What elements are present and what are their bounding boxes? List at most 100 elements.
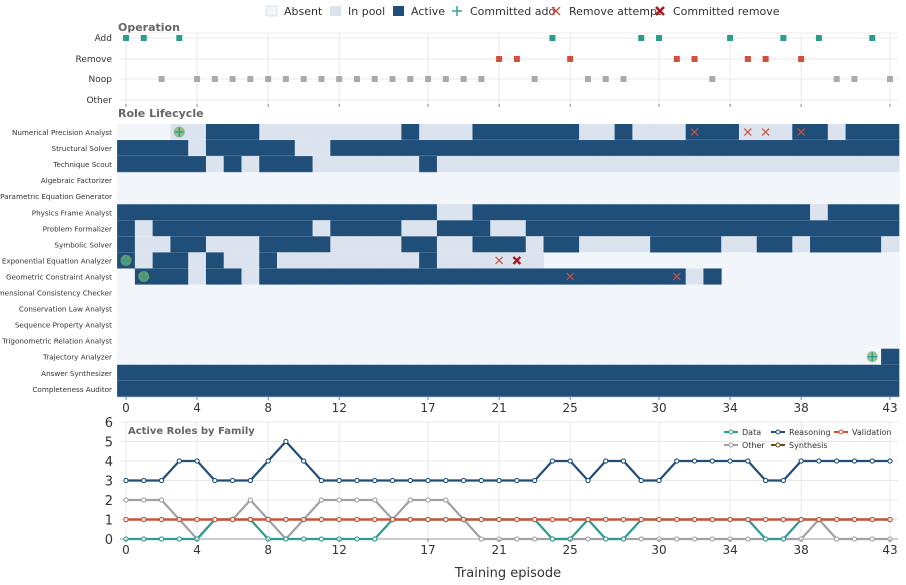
op-marker-add xyxy=(549,35,556,41)
remove-attempt-marker xyxy=(797,128,806,136)
lifecycle-cell xyxy=(881,140,900,157)
series-point-reasoning xyxy=(389,477,396,484)
series-point-data xyxy=(176,536,182,542)
series-point-reasoning xyxy=(567,458,573,464)
lifecycle-cell xyxy=(205,124,225,141)
series-point-reasoning xyxy=(478,477,484,484)
lifecycle-cell xyxy=(614,236,633,253)
lifecycle-cell xyxy=(312,124,331,141)
series-point-validation xyxy=(425,516,431,523)
y-tick-label: 5 xyxy=(105,436,113,451)
line-xtick-label: 4 xyxy=(193,543,201,557)
op-marker-noop xyxy=(353,76,360,82)
series-point-validation xyxy=(851,516,858,523)
lifecycle-cell xyxy=(170,268,189,285)
lifecycle-cell xyxy=(756,236,775,253)
op-marker-noop xyxy=(602,76,609,82)
lifecycle-cell xyxy=(152,140,171,157)
lifecycle-cell xyxy=(703,220,722,237)
op-marker-add xyxy=(727,35,734,41)
series-point-reasoning xyxy=(318,477,325,484)
lifecycle-cell xyxy=(454,220,473,237)
lifecycle-cell xyxy=(845,124,864,141)
series-point-data xyxy=(301,536,307,542)
lifecycle-cell xyxy=(401,236,420,253)
lifecycle-cell xyxy=(383,364,402,382)
role-label: Physics Frame Analyst xyxy=(32,208,112,217)
lifecycle-cell xyxy=(401,156,420,173)
lifecycle-cell xyxy=(632,380,651,398)
lifecycle-cell xyxy=(508,220,527,237)
series-point-validation xyxy=(603,516,609,523)
lifecycle-cell xyxy=(579,124,598,141)
lifecycle-cell xyxy=(810,204,829,221)
lifecycle-xtick-label: 8 xyxy=(264,401,272,415)
series-line-other xyxy=(126,498,890,541)
lifecycle-cell xyxy=(881,156,900,173)
lifecycle-cell xyxy=(134,220,154,237)
op-marker-noop xyxy=(318,76,325,82)
lifecycle-cell xyxy=(845,156,864,173)
lifecycle-cell xyxy=(134,204,154,221)
series-point-reasoning xyxy=(158,477,165,484)
series-point-validation xyxy=(123,516,129,523)
legend-add-marker xyxy=(452,6,462,16)
series-point-validation xyxy=(318,516,325,523)
op-row-label: Remove xyxy=(75,55,112,65)
lifecycle-cell xyxy=(632,364,651,382)
series-point-reasoning xyxy=(443,477,449,484)
lifecycle-cell xyxy=(525,380,544,398)
lifecycle-cell xyxy=(525,220,544,237)
lifecycle-cell xyxy=(614,156,633,173)
lifecycle-cell xyxy=(703,364,722,382)
lifecycle-cell xyxy=(383,268,402,285)
lifecycle-cell xyxy=(330,268,349,285)
op-marker-noop xyxy=(887,76,893,82)
lifecycle-cell xyxy=(650,140,669,157)
lifecycle-cell xyxy=(401,124,420,141)
remove-attempt-marker xyxy=(690,128,699,136)
series-point-data xyxy=(620,536,627,542)
lifecycle-cell xyxy=(436,236,456,253)
lifecycle-cell xyxy=(294,140,313,157)
lifecycle-cell xyxy=(348,268,367,285)
lifecycle-cell xyxy=(436,252,456,269)
lifecycle-cell xyxy=(845,364,864,382)
lifecycle-cell xyxy=(277,220,296,237)
lifecycle-cell xyxy=(188,156,207,173)
lifecycle-cell xyxy=(685,380,704,398)
role-label: Numerical Precision Analyst xyxy=(12,128,112,137)
lifecycle-cell xyxy=(259,380,278,398)
lifecycle-cell xyxy=(596,124,616,141)
lifecycle-xtick-label: 21 xyxy=(491,401,506,415)
legend-committed-remove-marker xyxy=(655,6,665,16)
lifecycle-cell xyxy=(170,236,189,253)
lifecycle-cell xyxy=(348,236,367,253)
lifecycle-cell xyxy=(259,124,278,141)
op-marker-noop xyxy=(709,76,716,82)
role-label: Exponential Equation Analyzer xyxy=(2,256,112,265)
legend: Absent In pool Active Committed add Remove a… xyxy=(265,5,780,18)
lifecycle-cell xyxy=(881,124,900,141)
lifecycle-cell xyxy=(543,156,562,173)
series-point-other xyxy=(709,536,715,542)
lifecycle-cell xyxy=(134,156,154,173)
lifecycle-cell xyxy=(419,380,438,398)
series-point-validation xyxy=(301,516,307,523)
legend-label-0: Absent xyxy=(284,5,323,18)
series-point-other xyxy=(141,497,147,503)
series-point-validation xyxy=(478,516,484,523)
lifecycle-cell xyxy=(223,364,242,382)
lifecycle-cell xyxy=(703,236,722,253)
lifecycle-cell xyxy=(454,140,473,157)
remove-attempt-marker-b xyxy=(761,128,770,136)
role-label: Trajectory Analyzer xyxy=(42,353,112,362)
series-point-other xyxy=(674,536,680,542)
series-point-validation xyxy=(372,516,378,523)
series-point-validation xyxy=(229,516,236,523)
lifecycle-cell xyxy=(508,124,527,141)
lifecycle-cell xyxy=(205,140,225,157)
lifecycle-cell xyxy=(614,220,633,237)
op-marker-remove xyxy=(744,56,751,62)
series-point-validation xyxy=(762,516,769,523)
